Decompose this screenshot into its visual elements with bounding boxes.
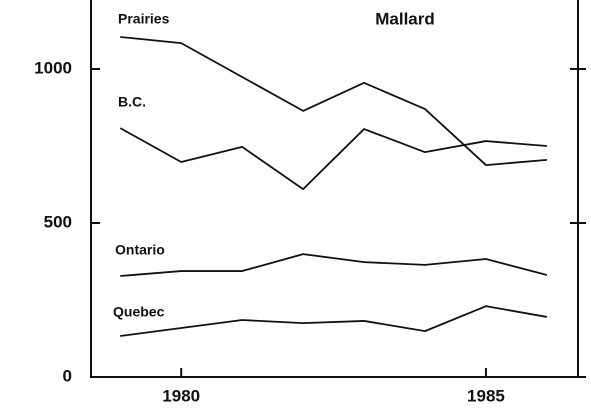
series-label: Prairies [118,11,170,27]
series-label: B.C. [118,94,146,110]
series-line [120,36,547,166]
plot-frame [90,0,579,378]
y-tick-label: 0 [63,366,72,385]
series-label: Ontario [115,242,165,258]
x-tick-label: 1980 [162,386,200,405]
series-line [120,253,548,277]
x-tick-label: 1985 [467,386,505,405]
y-tick-label: 500 [44,212,72,231]
chart-title: Mallard [375,9,435,28]
series-line [119,127,547,191]
series-label: Quebec [113,304,165,320]
y-tick-label: 1000 [34,58,72,77]
series-line [120,305,548,337]
